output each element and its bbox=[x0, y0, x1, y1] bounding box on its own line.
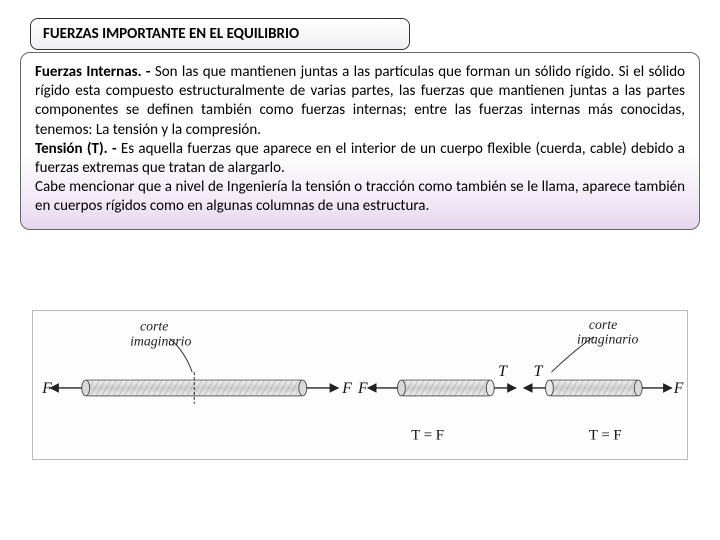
right-piece-l-cap-l bbox=[397, 380, 405, 396]
tension-diagram: corte imaginario F F F T T F corte imagi… bbox=[32, 310, 688, 460]
section-title: FUERZAS IMPORTANTE EN EL EQUILIBRIO bbox=[43, 25, 299, 43]
section-title-box: FUERZAS IMPORTANTE EN EL EQUILIBRIO bbox=[30, 18, 410, 50]
left-cut-label-1: corte bbox=[140, 319, 168, 334]
left-rod-cap-r bbox=[299, 380, 307, 396]
right-piece-l-cap-r bbox=[486, 380, 494, 396]
right-F-outer: F bbox=[673, 380, 684, 397]
main-content-box: Fuerzas Internas. - Son las que mantiene… bbox=[20, 52, 700, 230]
right-cut-label-2: imaginario bbox=[577, 332, 638, 347]
left-cut-label-2: imaginario bbox=[130, 334, 191, 349]
equation-left: T = F bbox=[411, 427, 444, 443]
right-F-inner2: F bbox=[357, 380, 368, 397]
left-F-outer-l: F bbox=[41, 380, 52, 397]
right-rod-piece-l-hatch bbox=[401, 380, 490, 396]
right-cut-label-1: corte bbox=[589, 317, 617, 332]
right-piece-r-cap-r bbox=[634, 380, 642, 396]
right-T1: T bbox=[498, 363, 508, 380]
right-T2: T bbox=[534, 363, 544, 380]
paragraph3-body: Cabe mencionar que a nivel de Ingeniería… bbox=[35, 178, 685, 215]
paragraph2-lead: Tensión (T). - bbox=[35, 140, 117, 158]
equation-right: T = F bbox=[589, 427, 622, 443]
right-piece-r-cap-l bbox=[545, 380, 553, 396]
paragraph2-body: Es aquella fuerzas que aparece en el int… bbox=[35, 140, 685, 177]
left-F-inner1: F bbox=[341, 380, 352, 397]
diagram-svg: corte imaginario F F F T T F corte imagi… bbox=[33, 311, 687, 459]
paragraph1-lead: Fuerzas Internas. - bbox=[35, 63, 151, 81]
right-rod-piece-r-hatch bbox=[549, 380, 638, 396]
left-rod-cap-l bbox=[82, 380, 90, 396]
